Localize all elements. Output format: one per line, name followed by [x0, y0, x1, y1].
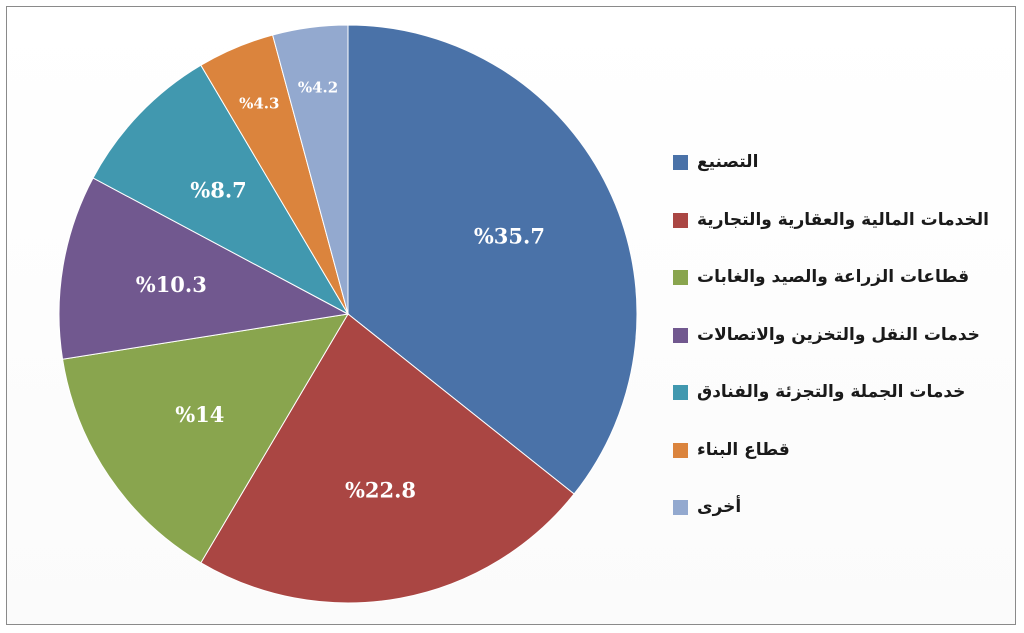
slice-label-3: %10.3 [136, 272, 207, 297]
legend-label-6: أخرى [697, 497, 742, 517]
legend: التصنيع الخدمات المالية والعقارية والتجا… [673, 147, 1003, 550]
slice-label-5: %4.3 [239, 95, 279, 113]
legend-item-6: أخرى [673, 492, 1003, 550]
legend-swatch-5 [673, 442, 688, 458]
pie-chart: %35.7 %22.8 %14 %10.3 %8.7 %4.3 %4.2 [58, 24, 638, 604]
legend-swatch-6 [673, 500, 688, 515]
pie-slice-6 [272, 24, 349, 315]
legend-item-3: خدمات النقل والتخزين والاتصالات [673, 320, 1003, 378]
legend-item-0: التصنيع [673, 147, 1003, 205]
pie-slice-0 [347, 24, 638, 495]
chart-frame: %35.7 %22.8 %14 %10.3 %8.7 %4.3 %4.2 التصنيع ا… [6, 6, 1016, 625]
pie-slice-4 [92, 64, 350, 316]
legend-label-1: الخدمات المالية والعقارية والتجارية [697, 209, 989, 230]
pie-slice-1 [200, 313, 575, 604]
legend-swatch-1 [673, 212, 688, 228]
legend-item-4: خدمات الجملة والتجزئة والفنادق [673, 377, 1003, 435]
legend-item-5: قطاع البناء [673, 435, 1003, 493]
slice-label-2: %14 [175, 402, 224, 427]
legend-item-1: الخدمات المالية والعقارية والتجارية [673, 205, 1003, 263]
slice-label-1: %22.8 [345, 478, 416, 503]
slice-label-0: %35.7 [474, 224, 545, 249]
legend-label-2: قطاعات الزراعة والصيد والغابات [697, 267, 970, 287]
pie-slice-2 [61, 313, 349, 564]
legend-label-5: قطاع البناء [697, 439, 790, 460]
pie-slice-3 [58, 177, 350, 360]
legend-label-0: التصنيع [697, 152, 759, 172]
legend-label-3: خدمات النقل والتخزين والاتصالات [697, 324, 980, 345]
legend-label-4: خدمات الجملة والتجزئة والفنادق [697, 382, 966, 402]
legend-swatch-4 [673, 385, 688, 400]
legend-swatch-0 [673, 155, 688, 170]
slice-label-4: %8.7 [190, 178, 247, 203]
legend-swatch-3 [673, 327, 688, 343]
legend-swatch-2 [673, 270, 688, 285]
slice-label-6: %4.2 [298, 79, 338, 97]
legend-item-2: قطاعات الزراعة والصيد والغابات [673, 262, 1003, 320]
